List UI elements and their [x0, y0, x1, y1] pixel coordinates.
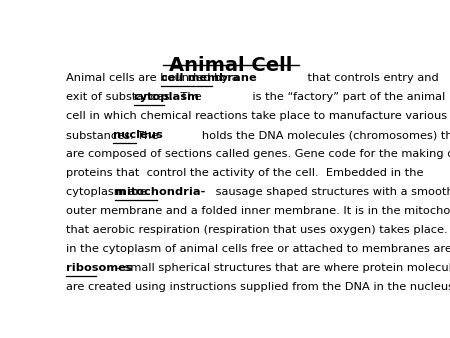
Text: outer membrane and a folded inner membrane. It is in the mitochondria: outer membrane and a folded inner membra…: [66, 206, 450, 216]
Text: nucleus: nucleus: [113, 130, 163, 140]
Text: in the cytoplasm of animal cells free or attached to membranes are: in the cytoplasm of animal cells free or…: [66, 244, 450, 254]
Text: cytoplasm are                   sausage shaped structures with a smooth: cytoplasm are sausage shaped structures …: [66, 187, 450, 197]
Text: are composed of sections called genes. Gene code for the making of: are composed of sections called genes. G…: [66, 149, 450, 159]
Text: substances. The            holds the DNA molecules (chromosomes) that: substances. The holds the DNA molecules …: [66, 130, 450, 140]
Text: Animal Cell: Animal Cell: [169, 56, 292, 75]
Text: mitochondria-: mitochondria-: [115, 187, 205, 197]
Text: Animal cells are bounded by a                   that controls entry and: Animal cells are bounded by a that contr…: [66, 73, 439, 83]
Text: are created using instructions supplied from the DNA in the nucleus.: are created using instructions supplied …: [66, 282, 450, 292]
Text: cytoplasm: cytoplasm: [134, 92, 199, 102]
Text: cell membrane: cell membrane: [161, 73, 256, 83]
Text: that aerobic respiration (respiration that uses oxygen) takes place.  Also: that aerobic respiration (respiration th…: [66, 225, 450, 235]
Text: cell in which chemical reactions take place to manufacture various: cell in which chemical reactions take pl…: [66, 111, 447, 121]
Text: ribosomes: ribosomes: [66, 263, 133, 273]
Text: proteins that  control the activity of the cell.  Embedded in the: proteins that control the activity of th…: [66, 168, 423, 178]
Text: exit of substances.  The              is the “factory” part of the animal: exit of substances. The is the “factory”…: [66, 92, 445, 102]
Text: - small spherical structures that are where protein molecules: - small spherical structures that are wh…: [66, 263, 450, 273]
